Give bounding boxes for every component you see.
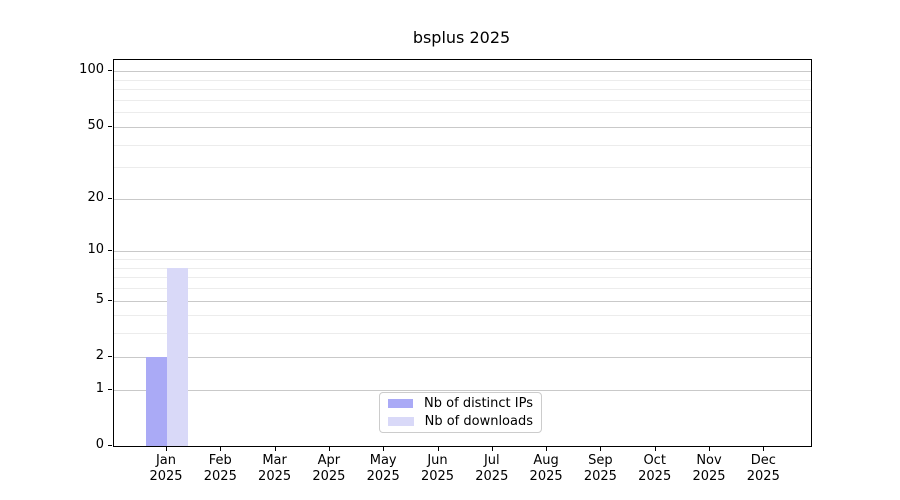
y-tick-mark [108,197,112,199]
x-tick-year: 2025 [149,469,183,484]
x-tick-label: Nov 2025 [679,453,739,485]
major-gridline [114,356,811,358]
y-tick-label: 20 [87,189,104,205]
x-tick-label: Dec 2025 [733,453,793,485]
major-gridline [114,251,811,253]
plot-area: Nb of distinct IPs Nb of downloads [113,59,812,447]
x-tick-year: 2025 [312,469,346,484]
x-tick-year: 2025 [746,469,780,484]
y-tick-label: 10 [87,242,104,258]
y-tick-label: 1 [95,380,104,396]
y-tick-label: 0 [95,437,104,452]
x-tick-mark [220,447,222,451]
bar-downloads [167,267,188,446]
y-tick-label: 100 [79,62,104,78]
x-tick-year: 2025 [475,469,509,484]
y-tick-mark [108,445,112,446]
chart-title: bsplus 2025 [412,28,511,47]
x-tick-mark [654,447,656,451]
minor-gridline [114,79,811,81]
major-gridline [114,126,811,128]
minor-gridline [114,112,811,114]
x-tick-mark [437,447,439,451]
x-tick-month: Jul [483,453,500,468]
legend: Nb of distinct IPs Nb of downloads [379,392,542,433]
x-tick-label: Apr 2025 [299,453,359,485]
x-tick-month: Oct [643,453,666,468]
legend-item-distinct-ips: Nb of distinct IPs [388,395,533,413]
x-tick-mark [709,447,710,451]
x-tick-month: Feb [208,453,232,468]
minor-gridline [114,100,811,101]
x-tick-mark [491,447,493,451]
major-gridline [114,198,811,200]
x-tick-mark [600,447,602,451]
x-tick-month: Aug [533,453,559,468]
major-gridline [114,300,811,302]
minor-gridline [114,259,811,261]
minor-gridline [114,277,811,279]
x-tick-year: 2025 [692,469,726,484]
major-gridline [114,71,811,73]
x-tick-label: Mar 2025 [245,453,305,485]
legend-swatch-distinct-ips [388,399,414,409]
x-tick-month: Apr [317,453,341,468]
y-tick-mark [108,125,112,127]
x-tick-mark [328,447,330,451]
minor-gridline [114,267,811,269]
x-tick-mark [383,447,385,451]
x-tick-label: Jun 2025 [408,453,468,485]
x-tick-month: Nov [696,453,722,468]
x-tick-mark [166,447,167,451]
x-tick-mark [763,447,765,451]
y-tick-mark [108,250,112,252]
x-tick-month: Dec [750,453,776,468]
legend-swatch-downloads [388,416,414,426]
y-tick-mark [108,70,112,72]
bar-distinct-ips [146,356,167,446]
legend-label-distinct-ips: Nb of distinct IPs [424,396,533,412]
x-tick-month: May [369,453,397,468]
x-tick-year: 2025 [638,469,672,484]
x-tick-month: Jun [427,453,448,468]
x-tick-year: 2025 [583,469,617,484]
x-tick-year: 2025 [420,469,455,484]
minor-gridline [114,315,811,317]
legend-label-downloads: Nb of downloads [424,413,533,429]
x-tick-month: Mar [262,453,287,468]
y-tick-mark [108,388,112,390]
x-tick-month: Sep [588,453,613,468]
minor-gridline [114,89,811,91]
x-tick-year: 2025 [529,469,563,484]
x-tick-year: 2025 [366,469,400,484]
major-gridline [114,389,811,391]
minor-gridline [114,167,811,169]
x-tick-label: Sep 2025 [570,453,630,485]
x-tick-label: Oct 2025 [625,453,685,485]
y-tick-label: 2 [95,347,104,363]
x-tick-mark [274,447,276,451]
y-tick-label: 5 [95,291,104,307]
x-tick-mark [546,447,548,451]
x-tick-label: Aug 2025 [516,453,576,485]
x-tick-year: 2025 [258,469,292,484]
y-tick-mark [108,299,112,301]
x-tick-year: 2025 [203,469,237,484]
minor-gridline [114,144,811,146]
x-tick-label: Feb 2025 [190,453,250,485]
x-tick-label: Jan 2025 [136,453,196,485]
y-tick-label: 50 [87,117,104,133]
minor-gridline [114,288,811,290]
y-tick-mark [108,355,112,357]
x-tick-month: Jan [155,453,177,468]
x-tick-label: May 2025 [353,453,413,485]
x-tick-label: Jul 2025 [462,453,522,485]
minor-gridline [114,333,811,335]
legend-item-downloads: Nb of downloads [388,413,533,431]
